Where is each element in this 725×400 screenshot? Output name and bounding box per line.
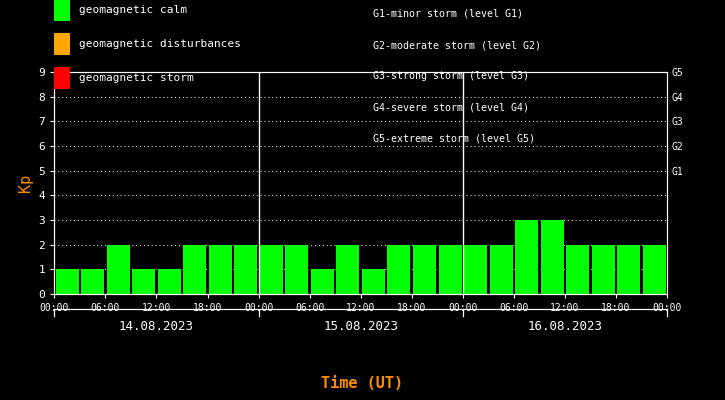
Bar [260, 245, 283, 294]
Bar [234, 245, 257, 294]
Text: G2-moderate storm (level G2): G2-moderate storm (level G2) [373, 40, 542, 50]
Bar [311, 269, 334, 294]
Bar [107, 245, 130, 294]
Bar [439, 245, 462, 294]
Bar [336, 245, 360, 294]
Bar [132, 269, 155, 294]
Bar [515, 220, 538, 294]
Bar [413, 245, 436, 294]
Text: geomagnetic calm: geomagnetic calm [79, 5, 187, 15]
Bar [81, 269, 104, 294]
Bar [592, 245, 615, 294]
Bar [286, 245, 308, 294]
Bar [56, 269, 78, 294]
Bar [158, 269, 181, 294]
Text: G3-strong storm (level G3): G3-strong storm (level G3) [373, 71, 529, 81]
Y-axis label: Kp: Kp [18, 174, 33, 192]
Text: geomagnetic storm: geomagnetic storm [79, 73, 194, 83]
Text: geomagnetic disturbances: geomagnetic disturbances [79, 39, 241, 49]
Bar [617, 245, 640, 294]
Bar [541, 220, 563, 294]
Bar [464, 245, 487, 294]
Bar [362, 269, 385, 294]
Text: 16.08.2023: 16.08.2023 [527, 320, 602, 332]
Bar [209, 245, 232, 294]
Text: G5-extreme storm (level G5): G5-extreme storm (level G5) [373, 134, 535, 144]
Text: 14.08.2023: 14.08.2023 [119, 320, 194, 332]
Text: Time (UT): Time (UT) [321, 376, 404, 392]
Text: 15.08.2023: 15.08.2023 [323, 320, 398, 332]
Bar [643, 245, 666, 294]
Text: G1-minor storm (level G1): G1-minor storm (level G1) [373, 9, 523, 19]
Bar [387, 245, 410, 294]
Bar [183, 245, 206, 294]
Text: G4-severe storm (level G4): G4-severe storm (level G4) [373, 102, 529, 112]
Bar [566, 245, 589, 294]
Bar [489, 245, 513, 294]
